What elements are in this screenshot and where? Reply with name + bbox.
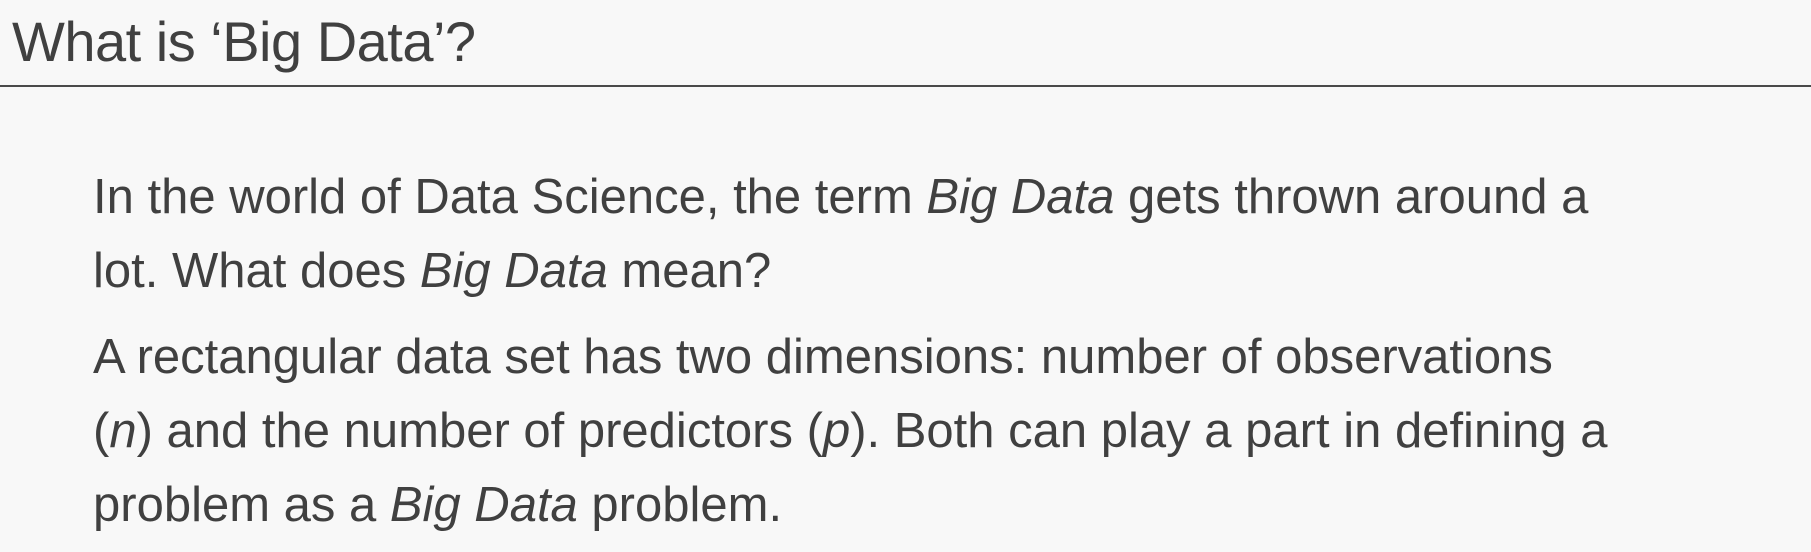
paragraph-dimensions: A rectangular data set has two dimension…: [93, 320, 1793, 542]
text-line: (n) and the number of predictors (p). Bo…: [93, 394, 1793, 468]
text-line: problem as a Big Data problem.: [93, 468, 1793, 542]
text-run: problem.: [577, 478, 783, 532]
text-run: mean?: [607, 244, 772, 298]
text-run: (: [93, 404, 110, 458]
text-run: problem as a: [93, 478, 390, 532]
variable-p: p: [822, 404, 851, 458]
text-run: In the world of Data Science, the term: [93, 170, 927, 224]
text-line: lot. What does Big Data mean?: [93, 234, 1793, 308]
emphasis-term: Big Data: [389, 478, 578, 532]
text-run: ). Both can play a part in defining a: [850, 404, 1608, 458]
variable-n: n: [109, 404, 137, 458]
emphasis-term: Big Data: [419, 244, 608, 298]
text-run: lot. What does: [93, 244, 420, 298]
slide-body: In the world of Data Science, the term B…: [93, 160, 1793, 542]
text-run: A rectangular data set has two dimension…: [93, 330, 1553, 384]
text-line: In the world of Data Science, the term B…: [93, 160, 1793, 234]
emphasis-term: Big Data: [926, 170, 1115, 224]
text-run: gets thrown around a: [1114, 170, 1589, 224]
text-line: A rectangular data set has two dimension…: [93, 320, 1793, 394]
slide-title: What is ‘Big Data’?: [12, 10, 476, 73]
text-run: ) and the number of predictors (: [136, 404, 823, 458]
title-divider: [0, 85, 1811, 87]
paragraph-big-data-question: In the world of Data Science, the term B…: [93, 160, 1793, 308]
